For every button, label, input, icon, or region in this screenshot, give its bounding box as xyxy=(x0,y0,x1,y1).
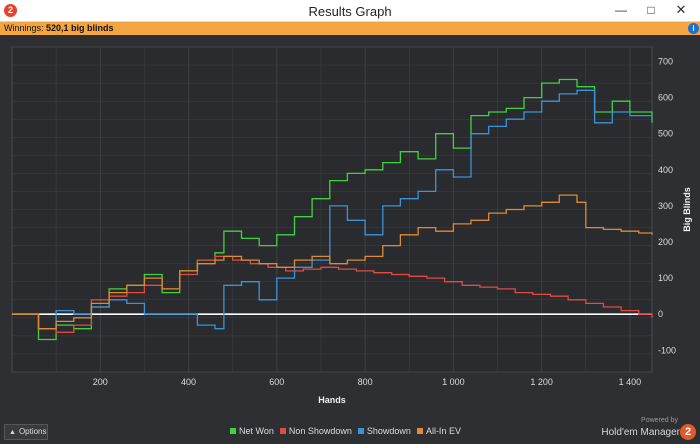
y-tick-label: 100 xyxy=(658,273,673,283)
options-button[interactable]: ▲ Options xyxy=(4,424,48,440)
title-bar: 2 Results Graph — □ ✕ xyxy=(0,0,700,22)
series-line-showdown xyxy=(12,89,653,330)
window-title: Results Graph xyxy=(308,4,392,19)
app-logo-icon: 2 xyxy=(4,4,17,17)
x-tick-label: 1 200 xyxy=(530,377,553,387)
legend-swatch xyxy=(279,428,286,434)
x-tick-label: 400 xyxy=(181,377,196,387)
footer: ▲ Options Net Won Non Showdown Showdown All-… xyxy=(0,417,700,444)
x-tick-label: 200 xyxy=(93,377,108,387)
y-tick-label: 600 xyxy=(658,93,673,103)
x-tick-label: 800 xyxy=(358,377,373,387)
legend-swatch xyxy=(416,428,423,434)
results-chart: 200 400 600 800 1 000 1 200 1 400-100010020030… xyxy=(11,46,692,405)
powered-by-label: Powered by xyxy=(641,417,678,424)
legend-item[interactable]: Non Showdown xyxy=(279,426,352,436)
legend-label: All-In EV xyxy=(425,426,461,436)
winnings-summary: Winnings: 520,1 big blinds xyxy=(4,23,114,33)
y-tick-label: 700 xyxy=(658,56,673,66)
x-axis-title: Hands xyxy=(318,395,346,405)
options-label: Options xyxy=(18,427,47,436)
chart-legend: Net Won Non Showdown Showdown All-In EV xyxy=(230,426,467,436)
legend-swatch xyxy=(230,428,236,434)
winnings-value: 520,1 big blinds xyxy=(46,23,114,33)
legend-swatch xyxy=(357,428,364,434)
legend-item[interactable]: Showdown xyxy=(357,426,411,436)
x-tick-label: 1 000 xyxy=(442,377,465,387)
legend-label: Non Showdown xyxy=(288,426,352,436)
x-tick-label: 600 xyxy=(269,377,284,387)
y-tick-label: 0 xyxy=(658,309,663,319)
winnings-bar: Winnings: 520,1 big blinds i xyxy=(0,22,700,35)
close-button[interactable]: ✕ xyxy=(675,2,687,17)
y-tick-label: 300 xyxy=(658,201,673,211)
series-line-all-in-ev xyxy=(12,194,653,330)
minimize-button[interactable]: — xyxy=(615,3,627,17)
y-tick-label: 400 xyxy=(658,165,673,175)
brand-name: Hold'em Manager xyxy=(601,427,680,438)
y-tick-label: -100 xyxy=(658,345,676,355)
legend-item[interactable]: All-In EV xyxy=(416,426,461,436)
winnings-label: Winnings: xyxy=(4,23,47,33)
legend-label: Net Won xyxy=(239,426,274,436)
legend-item[interactable]: Net Won xyxy=(230,426,274,436)
y-tick-label: 200 xyxy=(658,237,673,247)
x-tick-label: 1 400 xyxy=(619,377,642,387)
y-axis-title: Big Blinds xyxy=(682,187,692,232)
legend-label: Showdown xyxy=(366,426,411,436)
caret-up-icon: ▲ xyxy=(9,429,16,436)
brand-logo-icon: 2 xyxy=(680,424,696,440)
maximize-button[interactable]: □ xyxy=(647,3,655,17)
info-icon[interactable]: i xyxy=(688,23,699,34)
y-tick-label: 500 xyxy=(658,129,673,139)
